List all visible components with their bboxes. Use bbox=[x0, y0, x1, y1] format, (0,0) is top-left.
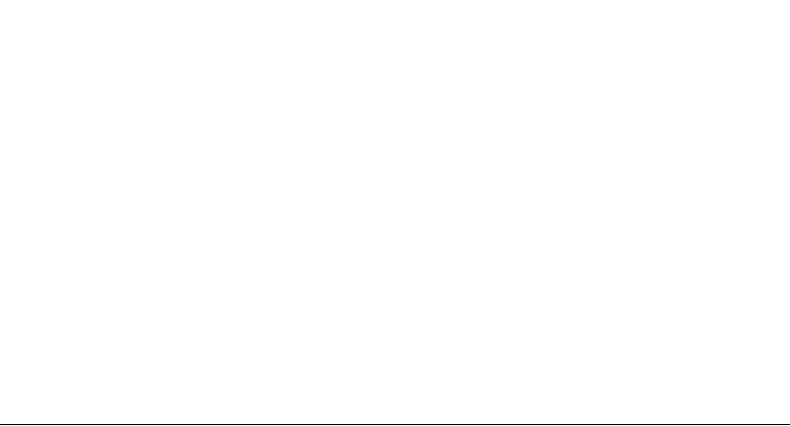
figure-bottom-border bbox=[0, 424, 790, 425]
